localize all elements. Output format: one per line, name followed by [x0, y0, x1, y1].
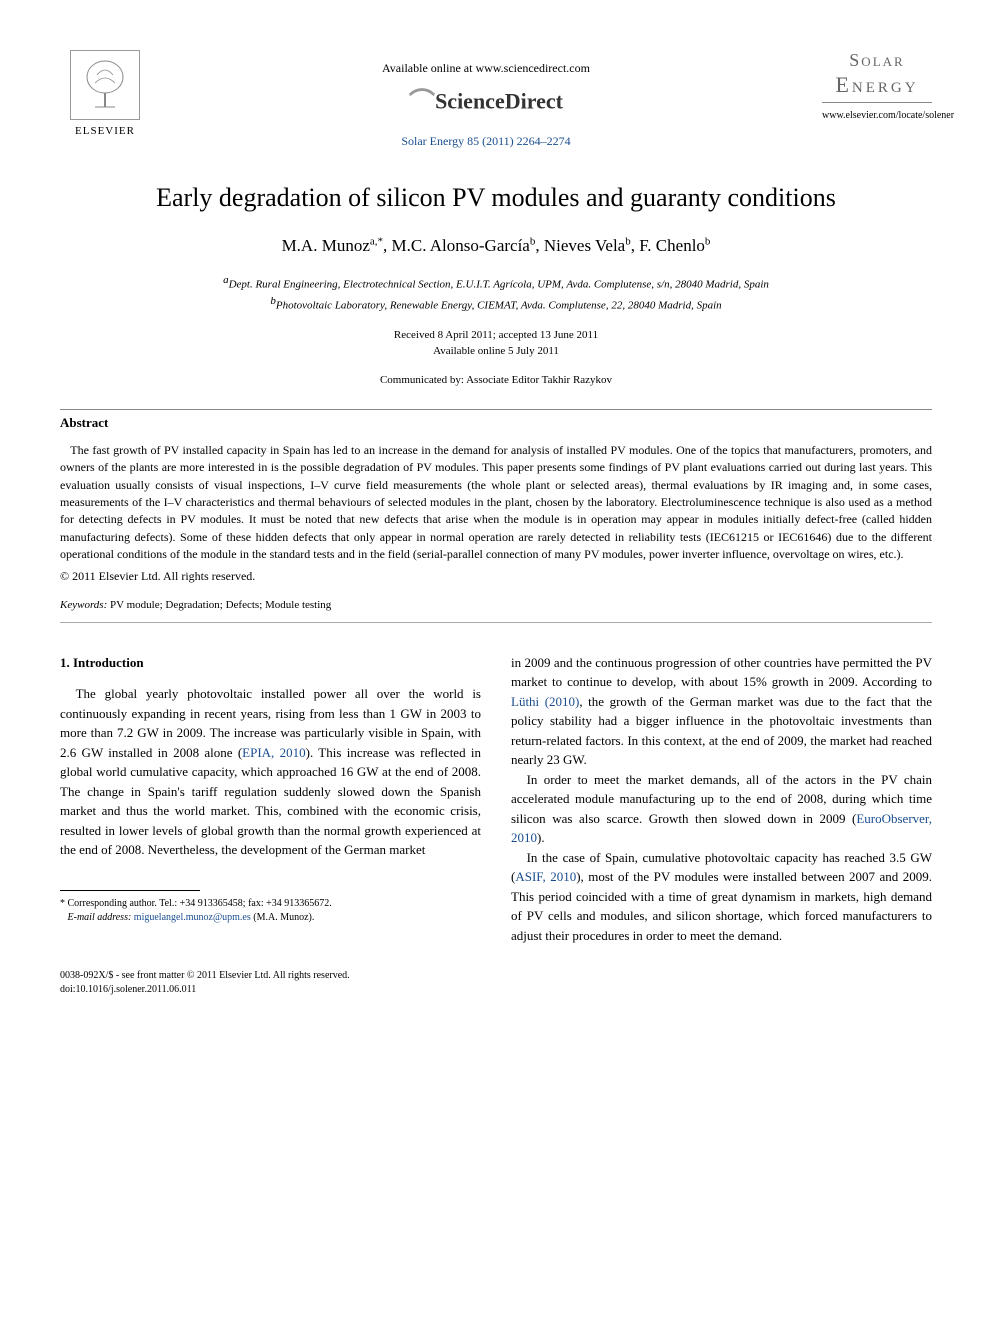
- article-title: Early degradation of silicon PV modules …: [60, 180, 932, 216]
- col2-p2-b: ).: [537, 830, 545, 845]
- body-columns: 1. Introduction The global yearly photov…: [60, 653, 932, 946]
- journal-reference[interactable]: Solar Energy 85 (2011) 2264–2274: [150, 133, 822, 150]
- column-left: 1. Introduction The global yearly photov…: [60, 653, 481, 946]
- affiliation-a: aDept. Rural Engineering, Electrotechnic…: [60, 272, 932, 293]
- affiliation-b: bPhotovoltaic Laboratory, Renewable Ener…: [60, 293, 932, 314]
- page-container: ELSEVIER Available online at www.science…: [0, 0, 992, 1037]
- sciencedirect-text: ScienceDirect: [435, 88, 563, 113]
- abstract-copyright: © 2011 Elsevier Ltd. All rights reserved…: [60, 568, 932, 585]
- affil-b-text: Photovoltaic Laboratory, Renewable Energ…: [276, 300, 722, 312]
- abstract-heading: Abstract: [60, 414, 932, 432]
- issn-line: 0038-092X/$ - see front matter © 2011 El…: [60, 969, 350, 983]
- elsevier-tree-icon: [70, 50, 140, 120]
- keywords-label: Keywords:: [60, 599, 107, 611]
- footer-left: 0038-092X/$ - see front matter © 2011 El…: [60, 969, 350, 997]
- footnote-divider: [60, 890, 200, 891]
- journal-name-line1: Solar: [822, 50, 932, 72]
- keywords-line: Keywords: PV module; Degradation; Defect…: [60, 598, 932, 613]
- column-right: in 2009 and the continuous progression o…: [511, 653, 932, 946]
- email-address[interactable]: miguelangel.munoz@upm.es: [131, 912, 253, 923]
- journal-name-line2: Energy: [822, 72, 932, 98]
- available-online-text: Available online at www.sciencedirect.co…: [150, 60, 822, 77]
- col2-para-3: In the case of Spain, cumulative photovo…: [511, 848, 932, 946]
- affiliations-block: aDept. Rural Engineering, Electrotechnic…: [60, 272, 932, 314]
- author-1: M.A. Munoz: [282, 236, 370, 255]
- email-label: E-mail address:: [68, 912, 132, 923]
- author-4: , F. Chenlo: [631, 236, 705, 255]
- journal-title-box: Solar Energy: [822, 50, 932, 98]
- col2-para-2: In order to meet the market demands, all…: [511, 770, 932, 848]
- author-3: , Nieves Vela: [535, 236, 625, 255]
- email-line: E-mail address: miguelangel.munoz@upm.es…: [60, 911, 481, 925]
- doi-line: doi:10.1016/j.solener.2011.06.011: [60, 983, 350, 997]
- elsevier-text: ELSEVIER: [75, 124, 135, 139]
- sciencedirect-logo: ⌒ScienceDirect: [150, 85, 822, 121]
- elsevier-logo: ELSEVIER: [60, 50, 150, 139]
- communicated-by: Communicated by: Associate Editor Takhir…: [60, 373, 932, 388]
- abstract-bottom-divider: [60, 622, 932, 623]
- sd-swoosh-icon: ⌒: [409, 88, 435, 117]
- col1-p1-b: ). This increase was reflected in global…: [60, 745, 481, 858]
- locate-url: www.elsevier.com/locate/solener: [822, 109, 932, 123]
- abstract-body: The fast growth of PV installed capacity…: [60, 443, 932, 561]
- cite-asif-2010[interactable]: ASIF, 2010: [515, 869, 576, 884]
- center-header: Available online at www.sciencedirect.co…: [150, 50, 822, 150]
- corresponding-author: * Corresponding author. Tel.: +34 913365…: [60, 897, 481, 911]
- header-row: ELSEVIER Available online at www.science…: [60, 50, 932, 150]
- cite-luthi-2010[interactable]: Lüthi (2010): [511, 694, 579, 709]
- footer-row: 0038-092X/$ - see front matter © 2011 El…: [60, 969, 932, 997]
- section-1-heading: 1. Introduction: [60, 653, 481, 673]
- dates-online: Available online 5 July 2011: [60, 344, 932, 359]
- footnotes-block: * Corresponding author. Tel.: +34 913365…: [60, 897, 481, 925]
- affil-a-text: Dept. Rural Engineering, Electrotechnica…: [229, 279, 769, 291]
- abstract-top-divider: [60, 409, 932, 410]
- author-4-affil: b: [705, 236, 711, 248]
- abstract-text: The fast growth of PV installed capacity…: [60, 442, 932, 564]
- cite-epia-2010[interactable]: EPIA, 2010: [242, 745, 305, 760]
- journal-divider: [822, 102, 932, 103]
- email-suffix: (M.A. Munoz).: [253, 912, 314, 923]
- dates-block: Received 8 April 2011; accepted 13 June …: [60, 328, 932, 359]
- dates-received: Received 8 April 2011; accepted 13 June …: [60, 328, 932, 343]
- author-2: , M.C. Alonso-García: [383, 236, 530, 255]
- author-1-affil: a,: [370, 236, 378, 248]
- keywords-text: PV module; Degradation; Defects; Module …: [107, 599, 331, 611]
- col2-para-1: in 2009 and the continuous progression o…: [511, 653, 932, 770]
- journal-cover: Solar Energy www.elsevier.com/locate/sol…: [822, 50, 932, 123]
- col1-para-1: The global yearly photovoltaic installed…: [60, 684, 481, 860]
- authors-line: M.A. Munoza,*, M.C. Alonso-Garcíab, Niev…: [60, 234, 932, 258]
- col2-p1-a: in 2009 and the continuous progression o…: [511, 655, 932, 690]
